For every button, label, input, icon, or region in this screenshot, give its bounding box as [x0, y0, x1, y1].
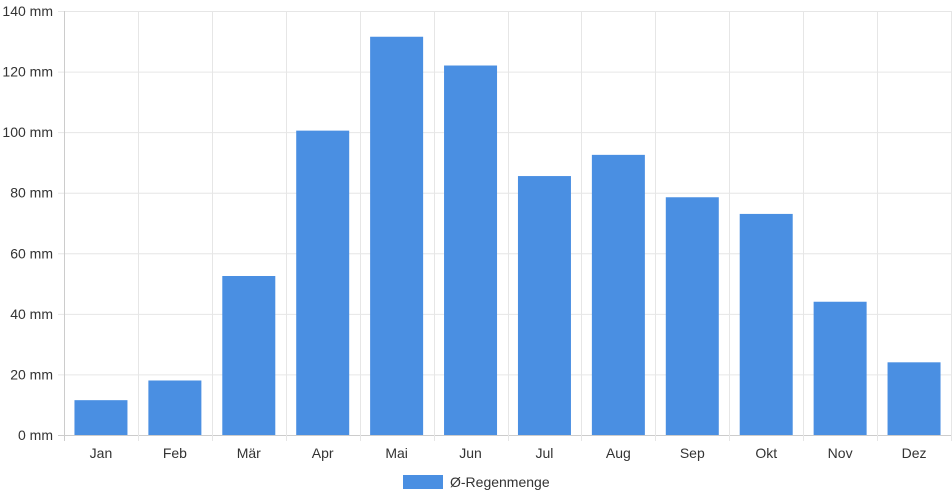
bar-dez	[887, 362, 941, 435]
y-tick-label: 140 mm	[2, 3, 53, 19]
x-tick-label: Mai	[385, 445, 408, 461]
x-tick-label: Apr	[312, 445, 334, 461]
bar-sep	[665, 197, 719, 435]
x-tick-label: Jul	[536, 445, 554, 461]
x-tick-label: Okt	[755, 445, 777, 461]
y-tick-label: 40 mm	[10, 306, 53, 322]
bar-jun	[444, 65, 498, 435]
bar-okt	[739, 213, 793, 435]
y-tick-label: 80 mm	[10, 185, 53, 201]
y-tick-label: 20 mm	[10, 366, 53, 382]
x-tick-label: Nov	[828, 445, 853, 461]
bar-jul	[517, 176, 571, 436]
bar-jan	[74, 400, 128, 435]
bar-nov	[813, 301, 867, 435]
bar-mär	[222, 276, 276, 435]
x-tick-label: Dez	[902, 445, 927, 461]
x-tick-label: Sep	[680, 445, 705, 461]
y-tick-label: 120 mm	[2, 64, 53, 80]
bar-feb	[148, 380, 202, 435]
bar-apr	[296, 130, 350, 435]
y-tick-label: 0 mm	[18, 427, 53, 443]
x-tick-label: Jun	[459, 445, 482, 461]
x-tick-label: Aug	[606, 445, 631, 461]
bar-mai	[370, 36, 424, 435]
y-tick-label: 100 mm	[2, 124, 53, 140]
x-tick-label: Mär	[237, 445, 261, 461]
y-tick-label: 60 mm	[10, 245, 53, 261]
legend-swatch	[403, 475, 443, 489]
legend-label: Ø-Regenmenge	[450, 474, 550, 490]
x-tick-label: Feb	[163, 445, 187, 461]
bar-aug	[591, 154, 645, 435]
x-tick-label: Jan	[90, 445, 113, 461]
